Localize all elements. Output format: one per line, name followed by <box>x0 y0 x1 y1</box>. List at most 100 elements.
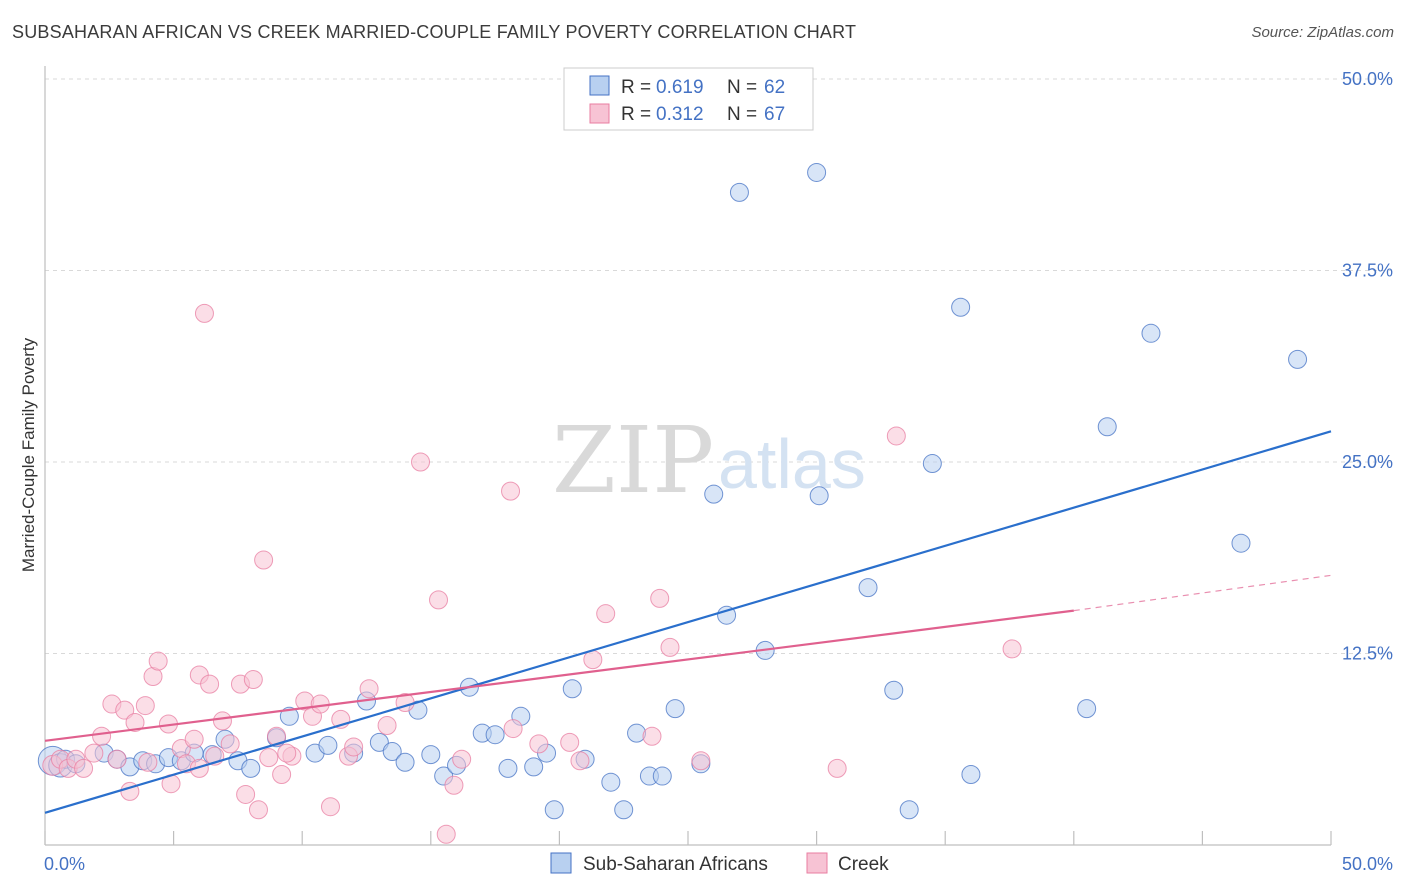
point-sub-saharan-51 <box>809 486 829 506</box>
point-creek-37 <box>310 694 330 714</box>
point-creek-48 <box>501 481 521 501</box>
point-creek-46 <box>444 775 464 795</box>
point-sub-saharan-60 <box>1141 323 1161 343</box>
point-sub-saharan-46 <box>704 484 724 504</box>
point-creek-44 <box>429 590 449 610</box>
point-creek-28 <box>243 670 263 690</box>
point-creek-11 <box>125 712 145 732</box>
point-sub-saharan-32 <box>498 758 518 778</box>
point-sub-saharan-62 <box>1288 349 1308 369</box>
watermark-zip: ZIP <box>552 407 714 514</box>
point-sub-saharan-55 <box>922 454 942 474</box>
point-sub-saharan-52 <box>858 578 878 598</box>
legend-r-label-1: R = <box>621 77 651 98</box>
bottom-legend: Sub-Saharan Africans Creek <box>550 852 889 875</box>
legend-n-label-2: N = <box>727 104 757 125</box>
point-creek-38 <box>320 797 340 817</box>
bottom-legend-swatch-blue <box>550 852 572 874</box>
source-credit: Source: ZipAtlas.com <box>1251 24 1394 41</box>
bottom-legend-label-sub-saharan: Sub-Saharan Africans <box>583 854 768 875</box>
trend-line-sub-saharan <box>44 430 1332 814</box>
point-sub-saharan-41 <box>627 723 647 743</box>
point-creek-50 <box>560 732 580 752</box>
point-creek-4 <box>74 758 94 778</box>
point-creek-22 <box>200 674 220 694</box>
point-sub-saharan-44 <box>665 699 685 719</box>
point-creek-56 <box>691 751 711 771</box>
point-sub-saharan-40 <box>614 800 634 820</box>
x-tick-labels: 0.0% 50.0% <box>44 854 1393 874</box>
series-creek <box>42 303 1022 844</box>
point-creek-47 <box>452 749 472 769</box>
point-creek-66 <box>570 751 590 771</box>
bottom-legend-label-creek: Creek <box>838 854 889 875</box>
point-sub-saharan-39 <box>601 772 621 792</box>
point-sub-saharan-54 <box>899 800 919 820</box>
chart-title: SUBSAHARAN AFRICAN VS CREEK MARRIED-COUP… <box>12 22 857 42</box>
bottom-legend-swatch-pink <box>806 852 828 874</box>
y-tick-label-3: 50.0% <box>1342 69 1393 89</box>
point-creek-65 <box>529 734 549 754</box>
point-creek-41 <box>359 679 379 699</box>
point-creek-14 <box>148 651 168 671</box>
legend-swatch-pink <box>589 103 610 124</box>
point-sub-saharan-43 <box>652 766 672 786</box>
point-creek-12 <box>135 696 155 716</box>
point-creek-52 <box>596 604 616 624</box>
legend-r-value-1: 0.619 <box>656 77 704 98</box>
point-sub-saharan-50 <box>807 162 827 182</box>
point-creek-45 <box>436 824 456 844</box>
legend-r-value-2: 0.312 <box>656 104 704 125</box>
point-sub-saharan-34 <box>524 757 544 777</box>
point-creek-62 <box>277 743 297 763</box>
point-sub-saharan-23 <box>382 742 402 762</box>
point-creek-49 <box>503 719 523 739</box>
legend-box: R = 0.619 N = 62 R = 0.312 N = 67 <box>563 67 814 131</box>
point-sub-saharan-57 <box>961 765 981 785</box>
legend-r-label-2: R = <box>621 104 651 125</box>
point-creek-43 <box>411 452 431 472</box>
point-sub-saharan-22 <box>369 732 389 752</box>
point-sub-saharan-56 <box>951 297 971 317</box>
x-tick-label-0: 0.0% <box>44 854 85 874</box>
point-creek-8 <box>107 749 127 769</box>
grid-lines <box>45 78 1392 654</box>
trend-line-creek-extrapolated <box>1073 574 1332 612</box>
point-creek-24 <box>212 711 232 731</box>
point-creek-9 <box>115 700 135 720</box>
point-creek-59 <box>1002 639 1022 659</box>
watermark: ZIP atlas <box>552 407 866 514</box>
point-sub-saharan-53 <box>884 680 904 700</box>
point-sub-saharan-47 <box>717 605 737 625</box>
point-sub-saharan-16 <box>279 706 299 726</box>
legend-n-label-1: N = <box>727 77 757 98</box>
point-creek-31 <box>259 748 279 768</box>
point-creek-54 <box>650 588 670 608</box>
point-creek-27 <box>236 784 256 804</box>
watermark-atlas: atlas <box>718 425 866 503</box>
point-sub-saharan-37 <box>562 679 582 699</box>
point-sub-saharan-19 <box>318 735 338 755</box>
trend-line-creek <box>44 609 1074 742</box>
point-creek-29 <box>248 800 268 820</box>
point-sub-saharan-24 <box>395 752 415 772</box>
point-creek-19 <box>184 729 204 749</box>
point-sub-saharan-26 <box>421 745 441 765</box>
point-creek-58 <box>886 426 906 446</box>
point-sub-saharan-36 <box>544 800 564 820</box>
legend-n-value-2: 67 <box>764 104 785 125</box>
point-creek-60 <box>138 752 158 772</box>
y-tick-labels: 12.5% 25.0% 37.5% 50.0% <box>1342 69 1393 664</box>
y-tick-label-0: 12.5% <box>1342 644 1393 664</box>
point-sub-saharan-31 <box>485 725 505 745</box>
point-sub-saharan-61 <box>1231 533 1251 553</box>
point-sub-saharan-59 <box>1097 417 1117 437</box>
point-creek-55 <box>660 637 680 657</box>
point-creek-30 <box>254 550 274 570</box>
y-tick-label-1: 25.0% <box>1342 452 1393 472</box>
trend-lines <box>44 430 1332 814</box>
point-creek-53 <box>642 726 662 746</box>
y-tick-label-2: 37.5% <box>1342 261 1393 281</box>
point-sub-saharan-58 <box>1077 699 1097 719</box>
